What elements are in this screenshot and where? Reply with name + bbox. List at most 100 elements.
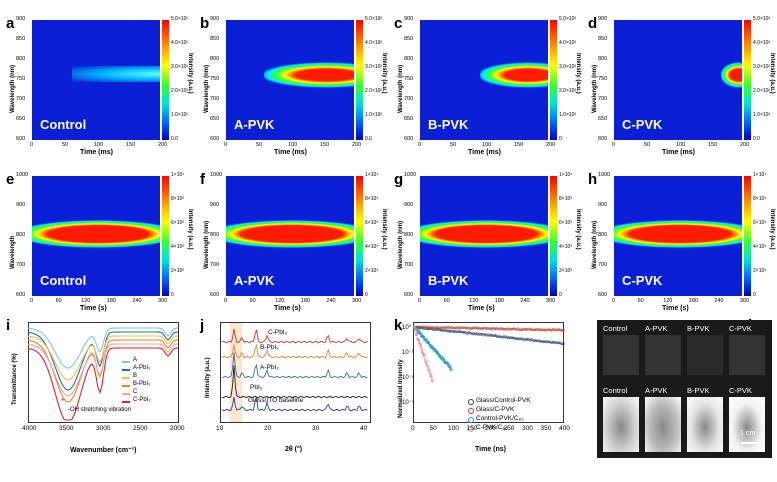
panel-a-cbtick: 0.0 — [171, 136, 178, 142]
panel-l-photo: Control A-PVK B-PVK C-PVK Control A-PVK B-PVK… — [597, 320, 772, 458]
panel-b-cbtick: 4.0×10² — [365, 40, 382, 46]
panel-c-cbtick: 3.0×10² — [559, 64, 576, 70]
legend-swatch — [122, 401, 130, 403]
panel-c-ytick: 650 — [404, 116, 413, 122]
panel-f-cblabel: Intensity (a.u.) — [381, 209, 387, 250]
panel-letter-i: i — [6, 317, 10, 334]
panel-c-ytick: 850 — [404, 36, 413, 42]
panel-e-xtick: 120 — [81, 298, 90, 304]
panel-c-xtick: 50 — [450, 142, 456, 148]
panel-i-ylabel: Transmittance (%) — [12, 353, 18, 405]
panel-b-ytick: 600 — [210, 136, 219, 142]
panel-letter-b: b — [200, 15, 209, 32]
panel-a-cbtick: 2.0×10² — [171, 88, 188, 94]
panel-f-colorbar — [356, 176, 363, 296]
panel-k-xtick: 100 — [448, 425, 459, 432]
film-emission — [645, 397, 681, 452]
panel-k-ytick: 10⁻¹ — [402, 349, 414, 356]
panel-j-plot: C-PbI₂B-PbI₂A-PbI₂PbI₂Glass/ITO baseline — [220, 322, 380, 434]
panel-h-colorbar — [744, 176, 751, 296]
panel-h-cbtick: 8×10³ — [753, 196, 766, 202]
panel-e-ytick: 1000 — [16, 172, 28, 178]
panel-b-xtick: 50 — [256, 142, 262, 148]
panel-b-ytick: 850 — [210, 36, 219, 42]
legend-label: B-PbI₂ — [133, 381, 150, 387]
panel-h-xtick: 180 — [689, 298, 698, 304]
panel-a-xtick: 150 — [126, 142, 135, 148]
panel-i-annotation: -OH stretching vibration — [68, 407, 131, 413]
panel-f-cbtick: 8×10³ — [365, 196, 378, 202]
panel-h-ytick: 1000 — [598, 172, 610, 178]
panel-h-ytick: 600 — [598, 292, 607, 298]
panel-k-xtick: 0 — [411, 425, 415, 432]
panel-h-sample-name: C-PVK — [622, 273, 662, 288]
panel-h-xtick: 60 — [638, 298, 644, 304]
panel-k-xtick: 50 — [430, 425, 437, 432]
panel-h-ytick: 800 — [598, 232, 607, 238]
panel-a-cbtick: 3.0×10² — [171, 64, 188, 70]
panel-e-cbtick: 0 — [171, 292, 174, 298]
panel-g-ytick: 700 — [404, 262, 413, 268]
panel-g-ytick: 900 — [404, 202, 413, 208]
panel-e-cbtick: 2×10³ — [171, 268, 184, 274]
panel-k-xtick: 300 — [522, 425, 533, 432]
panel-e-xtick: 60 — [56, 298, 62, 304]
xrd-label: B-PbI₂ — [260, 344, 279, 351]
panel-c-sample-name: B-PVK — [428, 117, 468, 132]
panel-b-cbtick: 1.0×10² — [365, 112, 382, 118]
scale-bar — [741, 442, 761, 444]
panel-a-cbtick: 5.0×10² — [171, 16, 188, 22]
legend-marker — [468, 417, 474, 423]
panel-a-colorbar — [162, 20, 169, 140]
xrd-label: Glass/ITO baseline — [248, 397, 304, 404]
panel-e-cbtick: 4×10³ — [171, 244, 184, 250]
film-dark — [603, 335, 639, 375]
panel-k-ytick: 10⁻² — [402, 374, 414, 381]
panel-f-ytick: 700 — [210, 262, 219, 268]
panel-k-xtick: 150 — [467, 425, 478, 432]
panel-g-cbtick: 1×10⁴ — [559, 172, 572, 178]
panel-e-xtick: 0 — [30, 298, 33, 304]
panel-b-xlabel: Time (ms) — [274, 149, 307, 156]
panel-f-ytick: 1000 — [210, 172, 222, 178]
emission-band — [420, 220, 548, 248]
panel-c-xtick: 100 — [482, 142, 491, 148]
panel-b-xtick: 100 — [288, 142, 297, 148]
panel-f-cbtick: 4×10³ — [365, 244, 378, 250]
panel-g-cbtick: 0 — [559, 292, 562, 298]
panel-i-plot: -OH stretching vibration * — [28, 322, 188, 434]
panel-e-xlabel: Time (s) — [80, 305, 107, 312]
panel-d-ytick: 700 — [598, 96, 607, 102]
panel-a-xtick: 50 — [62, 142, 68, 148]
panel-f-xtick: 120 — [275, 298, 284, 304]
panel-g-xtick: 180 — [495, 298, 504, 304]
panel-e-ytick: 800 — [16, 232, 25, 238]
panel-f-cbtick: 6×10³ — [365, 220, 378, 226]
panel-h-ytick: 900 — [598, 202, 607, 208]
panel-h-cbtick: 6×10³ — [753, 220, 766, 226]
panel-a-ytick: 900 — [16, 16, 25, 22]
film-emission — [687, 397, 723, 452]
panel-j-xlabel: 2θ (°) — [285, 446, 302, 453]
panel-letter-d: d — [588, 15, 597, 32]
film-dark — [729, 335, 765, 375]
panel-e-cbtick: 1×10⁴ — [171, 172, 184, 178]
panel-g-cbtick: 8×10³ — [559, 196, 572, 202]
panel-d-ytick: 650 — [598, 116, 607, 122]
legend-swatch — [122, 369, 130, 371]
panel-a-ytick: 750 — [16, 76, 25, 82]
panel-g-ytick: 600 — [404, 292, 413, 298]
film-emission — [603, 397, 639, 452]
panel-k-xlabel: Time (ns) — [475, 446, 506, 453]
panel-j-xtick: 40 — [360, 425, 367, 432]
panel-c-xtick: 0 — [418, 142, 421, 148]
panel-i-xtick: 3500 — [59, 425, 73, 432]
panel-f-xtick: 180 — [301, 298, 310, 304]
panel-a-ytick: 800 — [16, 56, 25, 62]
panel-e-colorbar — [162, 176, 169, 296]
panel-c-xtick: 200 — [546, 142, 555, 148]
legend-swatch — [122, 377, 130, 379]
photo-bottom-label: Control — [603, 386, 627, 395]
panel-i-xtick: 4000 — [22, 425, 36, 432]
panel-c-colorbar — [550, 20, 557, 140]
